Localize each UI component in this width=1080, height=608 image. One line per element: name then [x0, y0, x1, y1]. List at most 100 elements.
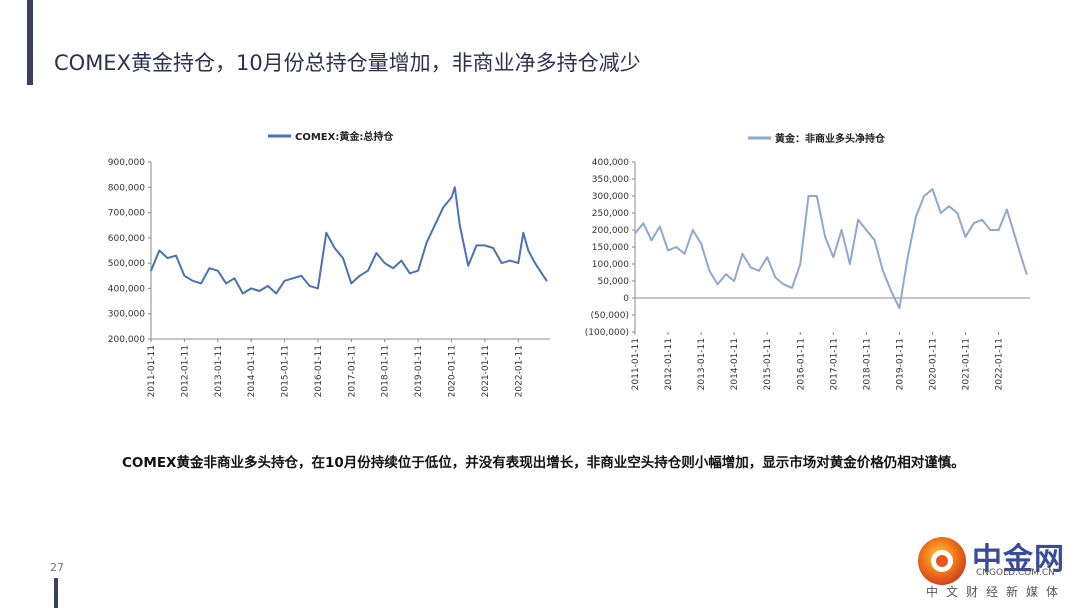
c2-data-point	[692, 229, 694, 231]
c2-data-point	[675, 246, 678, 248]
c1-data-point	[158, 249, 161, 252]
c2-data-point	[956, 212, 959, 214]
c1-data-point	[500, 262, 503, 264]
c1-data-point	[208, 267, 211, 269]
c2-data-point	[997, 229, 1000, 231]
c2-data-point	[791, 287, 793, 289]
c1-xtick-label: 2020-01-11	[448, 345, 458, 397]
c2-data-point	[849, 263, 851, 265]
c2-data-point	[683, 253, 686, 255]
c2-xtick-label: 2022-01-11	[995, 338, 1005, 390]
c2-data-point	[807, 195, 810, 197]
c2-data-point	[890, 290, 892, 292]
logo-name: 中金网	[972, 542, 1065, 577]
c1-data-point	[308, 285, 311, 287]
description-text: COMEX黄金非商业多头持仓，在10月份持续位于低位，并没有表现出增长，非商业空…	[122, 455, 965, 471]
c1-data-point	[442, 206, 445, 209]
c2-data-point	[981, 219, 983, 221]
c1-series-line	[150, 186, 548, 295]
c2-data-point	[700, 242, 702, 245]
c2-data-point	[716, 283, 719, 286]
c1-data-point	[317, 287, 319, 290]
c1-ytick-label: 800,000	[108, 183, 145, 193]
c1-data-point	[250, 287, 252, 290]
c2-data-point	[774, 276, 777, 279]
c2-data-point	[898, 307, 901, 309]
chart-total-holdings: 200,000 300,000 400,000 500,000 600,000 700,0…	[95, 122, 565, 407]
c1-data-point	[417, 269, 419, 272]
c2-data-point	[1006, 208, 1008, 211]
c2-data-point	[816, 195, 818, 197]
c1-data-point	[225, 282, 227, 285]
c1-data-point	[217, 269, 219, 272]
c2-data-point	[915, 215, 917, 218]
c1-ytick-label: 200,000	[108, 335, 145, 345]
page-number: 27	[50, 561, 64, 574]
c2-data-point	[873, 239, 876, 241]
c2-xtick-label: 2019-01-11	[895, 338, 905, 390]
chart-net-long: (100,000) (50,000) 0 50,000 100,000 150,000 20…	[575, 122, 1045, 407]
c2-xtick-label: 2012-01-11	[664, 338, 674, 390]
c2-data-point	[749, 266, 752, 269]
c2-data-point	[923, 195, 925, 197]
c2-legend-label: 黄金：非商业多头净持仓	[775, 132, 886, 145]
c1-xtick-label: 2016-01-11	[314, 345, 324, 397]
c1-ytick-label: 300,000	[108, 310, 145, 320]
chart-total-holdings-svg: 200,000 300,000 400,000 500,000 600,000 700,0…	[108, 130, 550, 397]
c2-data-point	[1014, 236, 1016, 238]
c2-ytick-label: 250,000	[592, 209, 629, 219]
c1-data-point	[283, 280, 286, 282]
c1-xtick-label: 2022-01-11	[514, 345, 524, 397]
c2-ytick-label: 100,000	[592, 260, 629, 270]
c2-data-point	[667, 249, 669, 252]
c1-data-point	[434, 224, 436, 226]
c1-legend-label: COMEX:黄金:总持仓	[295, 130, 394, 143]
c2-data-point	[733, 280, 735, 282]
c1-data-point	[459, 224, 461, 226]
c1-data-point	[534, 262, 536, 264]
c2-xtick-label: 2011-01-11	[631, 338, 641, 390]
c1-data-point	[425, 242, 428, 244]
c1-data-point	[275, 292, 277, 295]
c1-data-point	[454, 186, 456, 189]
c1-xtick-label: 2019-01-11	[414, 345, 424, 397]
c2-data-point	[865, 229, 868, 231]
c2-xtick-label: 2015-01-11	[763, 338, 773, 390]
c2-ytick-label: (100,000)	[585, 328, 629, 338]
c2-xtick-label: 2017-01-11	[829, 338, 839, 390]
c2-data-point	[948, 205, 950, 207]
c1-data-point	[342, 257, 344, 259]
c1-data-point	[325, 232, 328, 234]
c2-ytick-label: 150,000	[592, 243, 629, 253]
c2-data-point	[882, 270, 884, 272]
logo-tagline: 中文财经新媒体	[926, 585, 1067, 599]
c2-data-point	[766, 256, 768, 258]
c2-data-point	[650, 239, 653, 241]
c1-ytick-label: 700,000	[108, 209, 145, 219]
logo-mark-icon	[918, 537, 966, 585]
c1-data-point	[175, 254, 177, 257]
c1-data-point	[183, 275, 186, 277]
c2-data-point	[824, 236, 826, 238]
c1-xtick-label: 2018-01-11	[381, 345, 391, 397]
c1-data-point	[492, 247, 495, 249]
c2-ytick-label: 50,000	[598, 277, 630, 287]
c1-data-point	[358, 275, 361, 277]
c1-xtick-label: 2017-01-11	[347, 345, 357, 397]
c2-data-point	[973, 222, 975, 224]
c2-data-point	[782, 283, 785, 286]
c1-data-point	[475, 244, 478, 247]
c1-data-point	[150, 269, 152, 272]
c2-xtick-label: 2018-01-11	[862, 338, 872, 390]
c2-series-line	[634, 188, 1028, 310]
c2-ytick-label: 200,000	[592, 226, 629, 236]
c2-data-point	[940, 212, 942, 214]
c2-data-point	[642, 222, 645, 224]
c2-data-point	[1025, 273, 1028, 275]
c1-data-point	[258, 290, 261, 292]
c2-xtick-label: 2021-01-11	[962, 338, 972, 390]
c2-ytick-label: 400,000	[592, 158, 629, 168]
c1-xtick-label: 2011-01-11	[147, 345, 157, 397]
c2-data-point	[989, 229, 992, 231]
c2-data-point	[799, 263, 802, 265]
